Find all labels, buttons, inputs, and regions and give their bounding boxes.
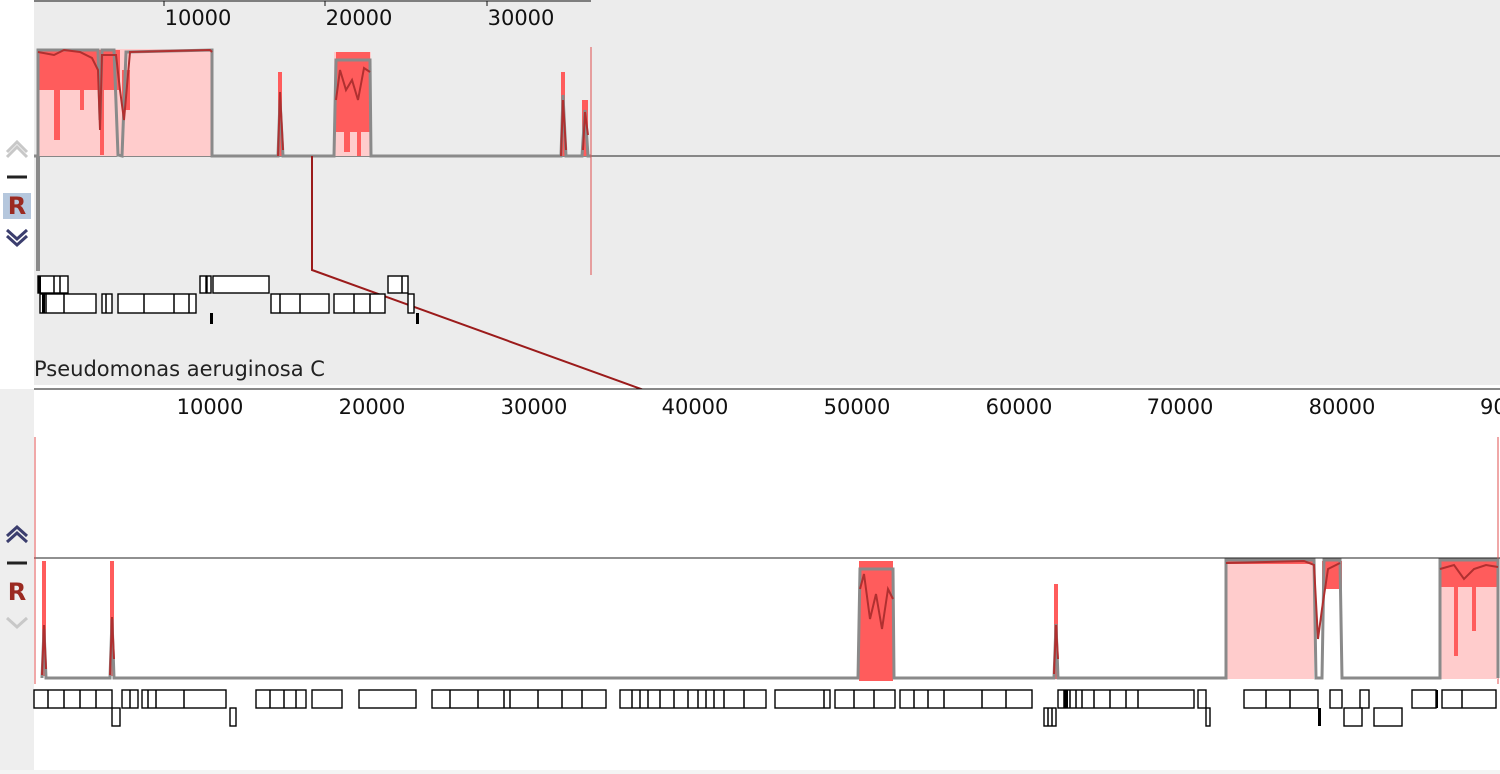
- hide-genome-button[interactable]: [3, 166, 31, 192]
- lcb-block: [1226, 560, 1314, 679]
- status-strip: [0, 770, 1500, 774]
- minus-icon: [7, 561, 27, 565]
- chevron-up-icon: [5, 139, 29, 159]
- alignment-track-1: [34, 0, 1500, 560]
- move-down-button[interactable]: [3, 226, 31, 252]
- set-reference-button[interactable]: R: [7, 578, 27, 606]
- genome-panel-1[interactable]: 10000 20000 30000: [34, 0, 1500, 560]
- ruler-tick: 30000: [487, 6, 555, 30]
- hide-genome-button[interactable]: [3, 555, 31, 581]
- set-reference-button[interactable]: R: [3, 193, 31, 219]
- ruler-tick: 20000: [325, 6, 393, 30]
- ruler-tick: 10000: [176, 395, 244, 419]
- genome-panel-2[interactable]: 10000 20000 30000 40000 50000 60000 7000…: [33, 388, 1500, 770]
- ruler-tick: 10000: [164, 6, 232, 30]
- ruler-tick: 40000: [661, 395, 729, 419]
- move-up-button[interactable]: [3, 133, 31, 159]
- genome-name-label: Pseudomonas aeruginosa C: [34, 357, 325, 381]
- genome-1-controls: R: [0, 0, 34, 385]
- chevron-down-icon: [5, 228, 29, 248]
- move-up-button[interactable]: [3, 520, 31, 546]
- ruler-tick: 900: [1480, 395, 1500, 419]
- genome-2-controls: R: [0, 389, 34, 770]
- chevron-up-icon: [5, 524, 29, 544]
- ruler-tick: 80000: [1308, 395, 1376, 419]
- chevron-down-icon: [5, 616, 29, 630]
- minus-icon: [7, 175, 27, 179]
- alignment-track-2: [33, 388, 1500, 727]
- ruler-tick: 60000: [985, 395, 1053, 419]
- ruler-tick: 30000: [500, 395, 568, 419]
- ruler-tick: 20000: [338, 395, 406, 419]
- ruler-tick: 50000: [823, 395, 891, 419]
- ruler-tick: 70000: [1146, 395, 1214, 419]
- move-down-button[interactable]: [3, 612, 31, 638]
